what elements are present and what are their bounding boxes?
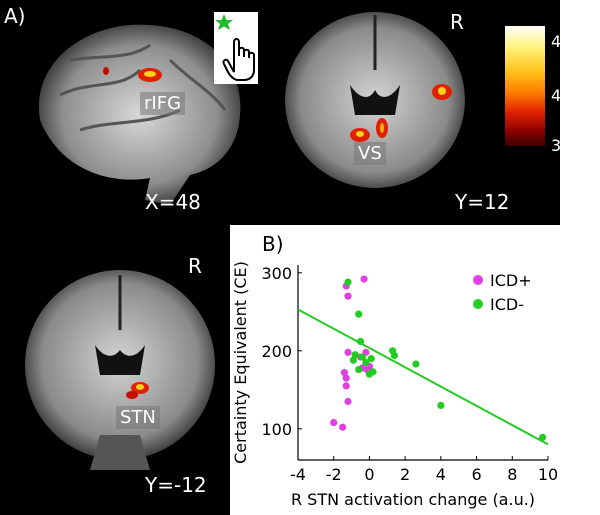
data-point-icd (342, 374, 350, 382)
data-point-icd (344, 397, 352, 406)
coronal-top-side-marker: R (450, 10, 464, 34)
data-point-icd (358, 353, 366, 361)
scatter-chart: -4 -2 0 2 4 6 8 10 100 200 300 R STN activation cha… (231, 261, 558, 509)
data-point-icd (360, 275, 368, 283)
hand-pointer-icon (214, 12, 258, 84)
data-point-icd (362, 358, 370, 367)
y-tick-label: 300 (261, 264, 292, 283)
coronal-top-brain-image (285, 12, 465, 188)
colorbar: 4.5 4 3.5 (505, 26, 595, 156)
data-point-icd (356, 337, 365, 346)
panel-b-label: B) (262, 232, 284, 256)
coronal-top-coordinate: Y=12 (455, 190, 510, 214)
x-tick-label: 0 (364, 465, 374, 484)
data-point-icd (367, 355, 375, 363)
star-icon (215, 14, 233, 30)
x-tick-label: 2 (400, 465, 410, 484)
coronal-bottom-brain-image (25, 270, 215, 470)
data-point-icd (330, 418, 338, 427)
y-tick-label: 200 (261, 342, 292, 361)
data-point-icd (390, 351, 399, 360)
x-tick-label: 6 (471, 465, 481, 484)
x-tick-label: 4 (436, 465, 446, 484)
data-point-icd (412, 360, 420, 368)
x-tick-label: -4 (290, 465, 306, 484)
data-point-icd (437, 401, 445, 409)
colorbar-tick-mid: 4 (551, 86, 562, 105)
data-point-icd (539, 433, 547, 441)
legend-label: ICD+ (490, 271, 532, 290)
y-axis-label: Certainty Equivalent (CE) (231, 261, 250, 464)
vs-region-label: VS (354, 142, 386, 165)
rifg-region-label: rIFG (140, 92, 186, 115)
panel-a-label: A) (4, 4, 26, 28)
data-point-icd (355, 365, 363, 374)
coronal-bottom-brain-panel (0, 225, 230, 515)
x-tick-label: 8 (507, 465, 517, 484)
legend-marker (473, 299, 483, 309)
stn-region-label: STN (116, 406, 160, 429)
coronal-bottom-side-marker: R (188, 254, 202, 278)
x-axis-label: R STN activation change (a.u.) (291, 490, 535, 509)
colorbar-tick-low: 3.5 (551, 136, 577, 155)
colorbar-gradient (505, 26, 545, 146)
colorbar-tick-high: 4.5 (551, 32, 577, 51)
coronal-bottom-coordinate: Y=-12 (145, 473, 207, 497)
data-point-icd (344, 292, 352, 300)
data-point-icd (340, 369, 349, 377)
data-point-icd (344, 278, 352, 286)
legend-marker (473, 275, 483, 285)
sagittal-coordinate: X=48 (145, 190, 201, 214)
data-point-icd (349, 356, 357, 364)
data-point-icd (339, 423, 347, 431)
y-tick-label: 100 (261, 420, 292, 439)
sagittal-brain-image (38, 24, 241, 205)
legend-label: ICD- (490, 295, 524, 314)
data-point-icd (351, 351, 359, 359)
regression-line (297, 308, 549, 446)
x-tick-label: -2 (326, 465, 342, 484)
data-point-icd (344, 348, 352, 356)
data-point-icd (355, 310, 363, 318)
data-point-icd (365, 370, 374, 378)
x-tick-label: 10 (538, 465, 558, 484)
data-point-icd (342, 382, 350, 390)
